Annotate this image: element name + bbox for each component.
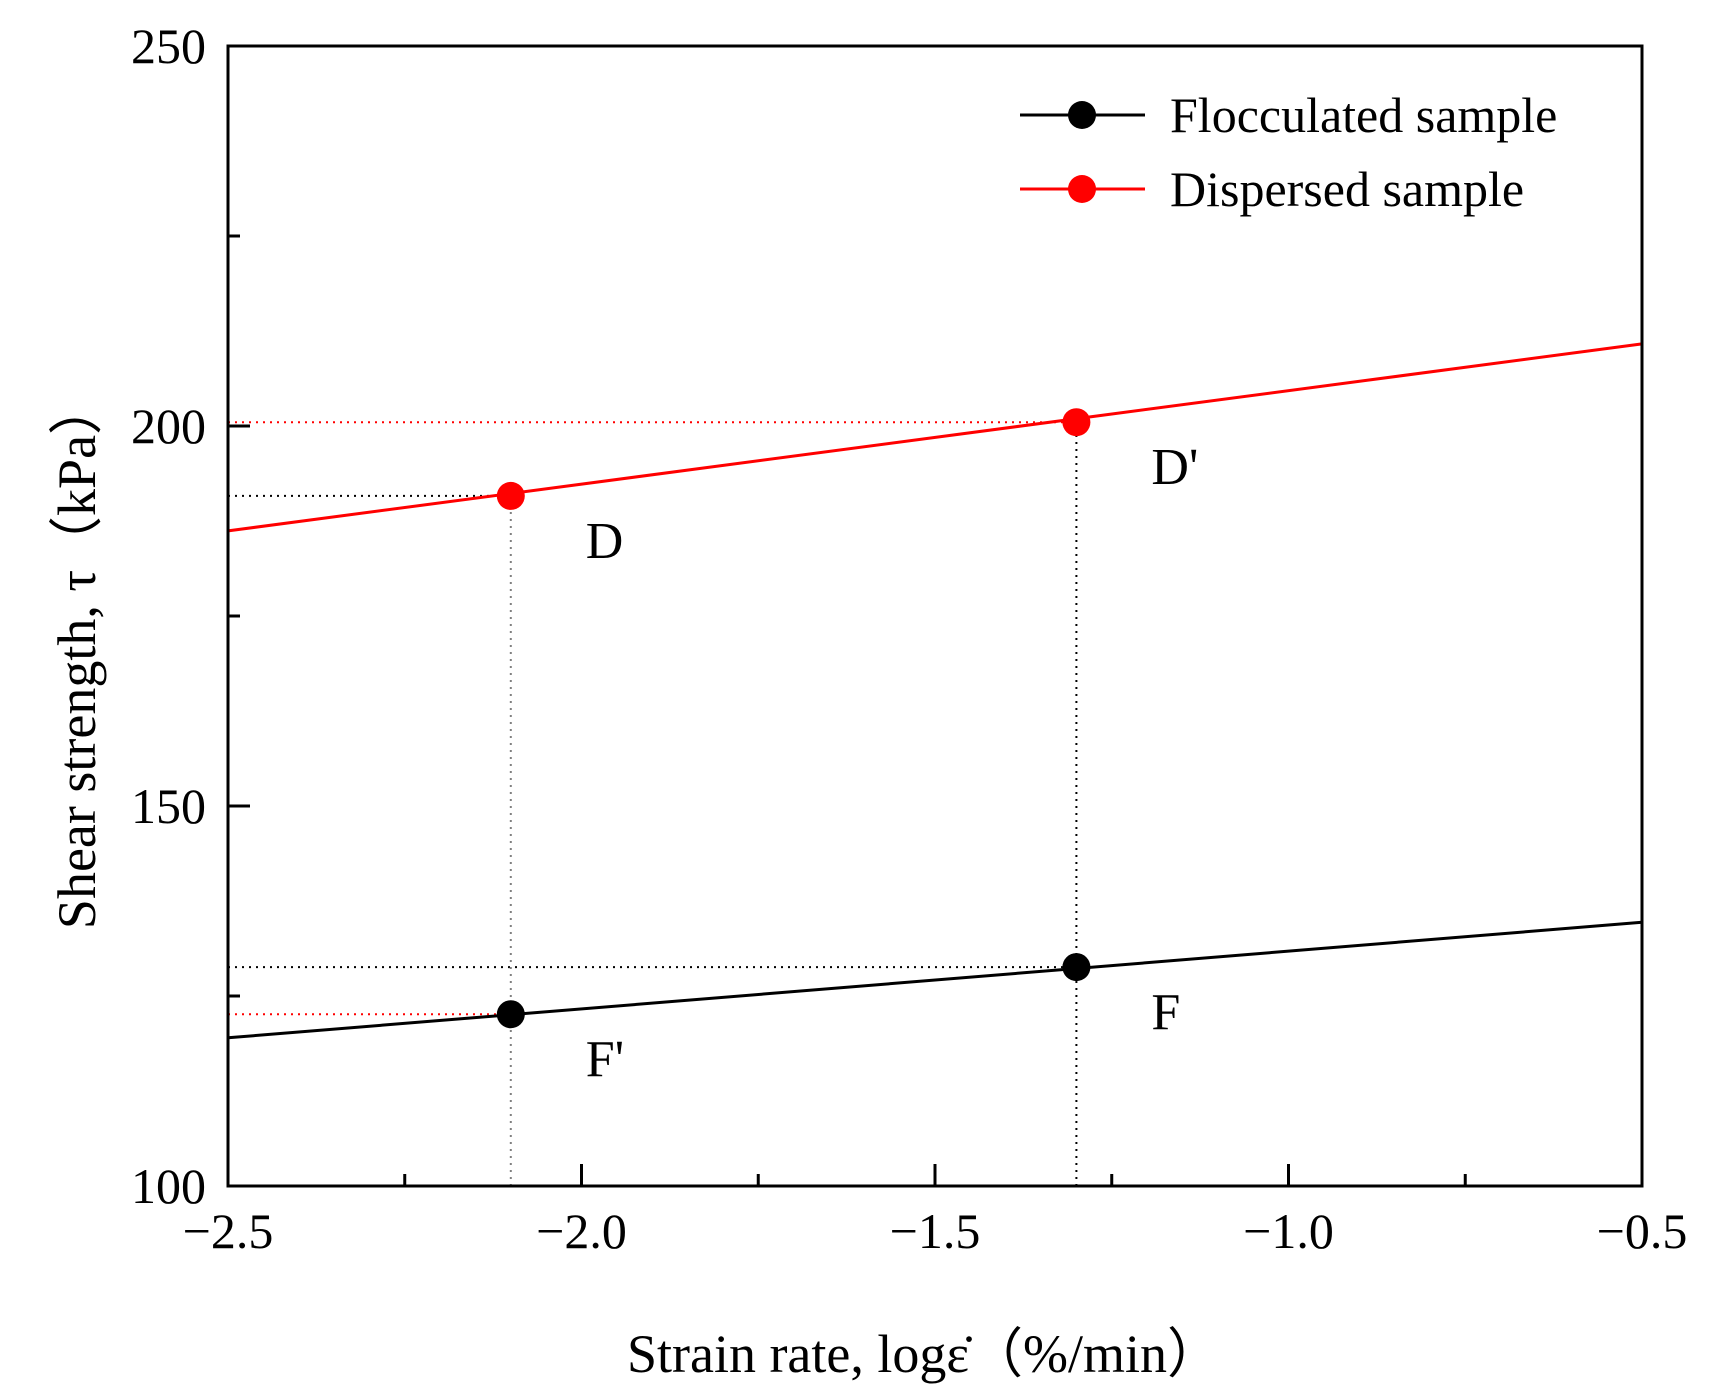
- y-axis-title: Shear strength, τ（kPa）: [47, 381, 107, 929]
- legend-dispersed-sample-marker: [1068, 175, 1096, 203]
- x-tick-label-1: −2.0: [536, 1203, 627, 1259]
- guide-lines: [228, 421, 1078, 1186]
- point-label-flocculated-sample-0: F': [586, 1031, 624, 1088]
- point-labels: F' F D D': [586, 439, 1199, 1088]
- legend-flocculated-sample-marker: [1068, 101, 1096, 129]
- y-tick-label-2: 200: [131, 398, 206, 454]
- axis-ticks: [226, 44, 1644, 1188]
- x-tick-label-2: −1.5: [890, 1203, 981, 1259]
- dispersed-sample-point-1: [1062, 408, 1091, 437]
- x-tick-label-3: −1.0: [1243, 1203, 1334, 1259]
- point-label-dispersed-sample-0: D: [586, 513, 624, 570]
- flocculated-sample-point-1: [1062, 953, 1091, 982]
- legend-dispersed-sample-label: Dispersed sample: [1170, 161, 1524, 217]
- tick-labels: −2.5 −2.0 −1.5 −1.0 −0.5 100 150 200 250: [131, 18, 1687, 1259]
- x-tick-label-0: −2.5: [183, 1203, 274, 1259]
- plot-frame: [226, 44, 1644, 1188]
- y-tick-label-1: 150: [131, 778, 206, 834]
- point-label-dispersed-sample-1: D': [1151, 439, 1198, 496]
- x-axis-title: Strain rate, logε̇（%/min）: [627, 1324, 1221, 1384]
- series-lines: [227, 342, 1643, 1040]
- x-tick-label-4: −0.5: [1597, 1203, 1688, 1259]
- legend: Flocculated sample Dispersed sample: [1020, 87, 1557, 217]
- y-tick-label-3: 250: [131, 18, 206, 74]
- dispersed-sample-point-0: [496, 481, 525, 510]
- flocculated-sample-line: [227, 920, 1643, 1040]
- series-points: [496, 408, 1091, 1029]
- dispersed-sample-line: [227, 342, 1643, 533]
- point-label-flocculated-sample-1: F: [1151, 984, 1180, 1041]
- y-tick-label-0: 100: [131, 1158, 206, 1214]
- legend-flocculated-sample-label: Flocculated sample: [1170, 87, 1557, 143]
- flocculated-sample-point-0: [496, 1000, 525, 1029]
